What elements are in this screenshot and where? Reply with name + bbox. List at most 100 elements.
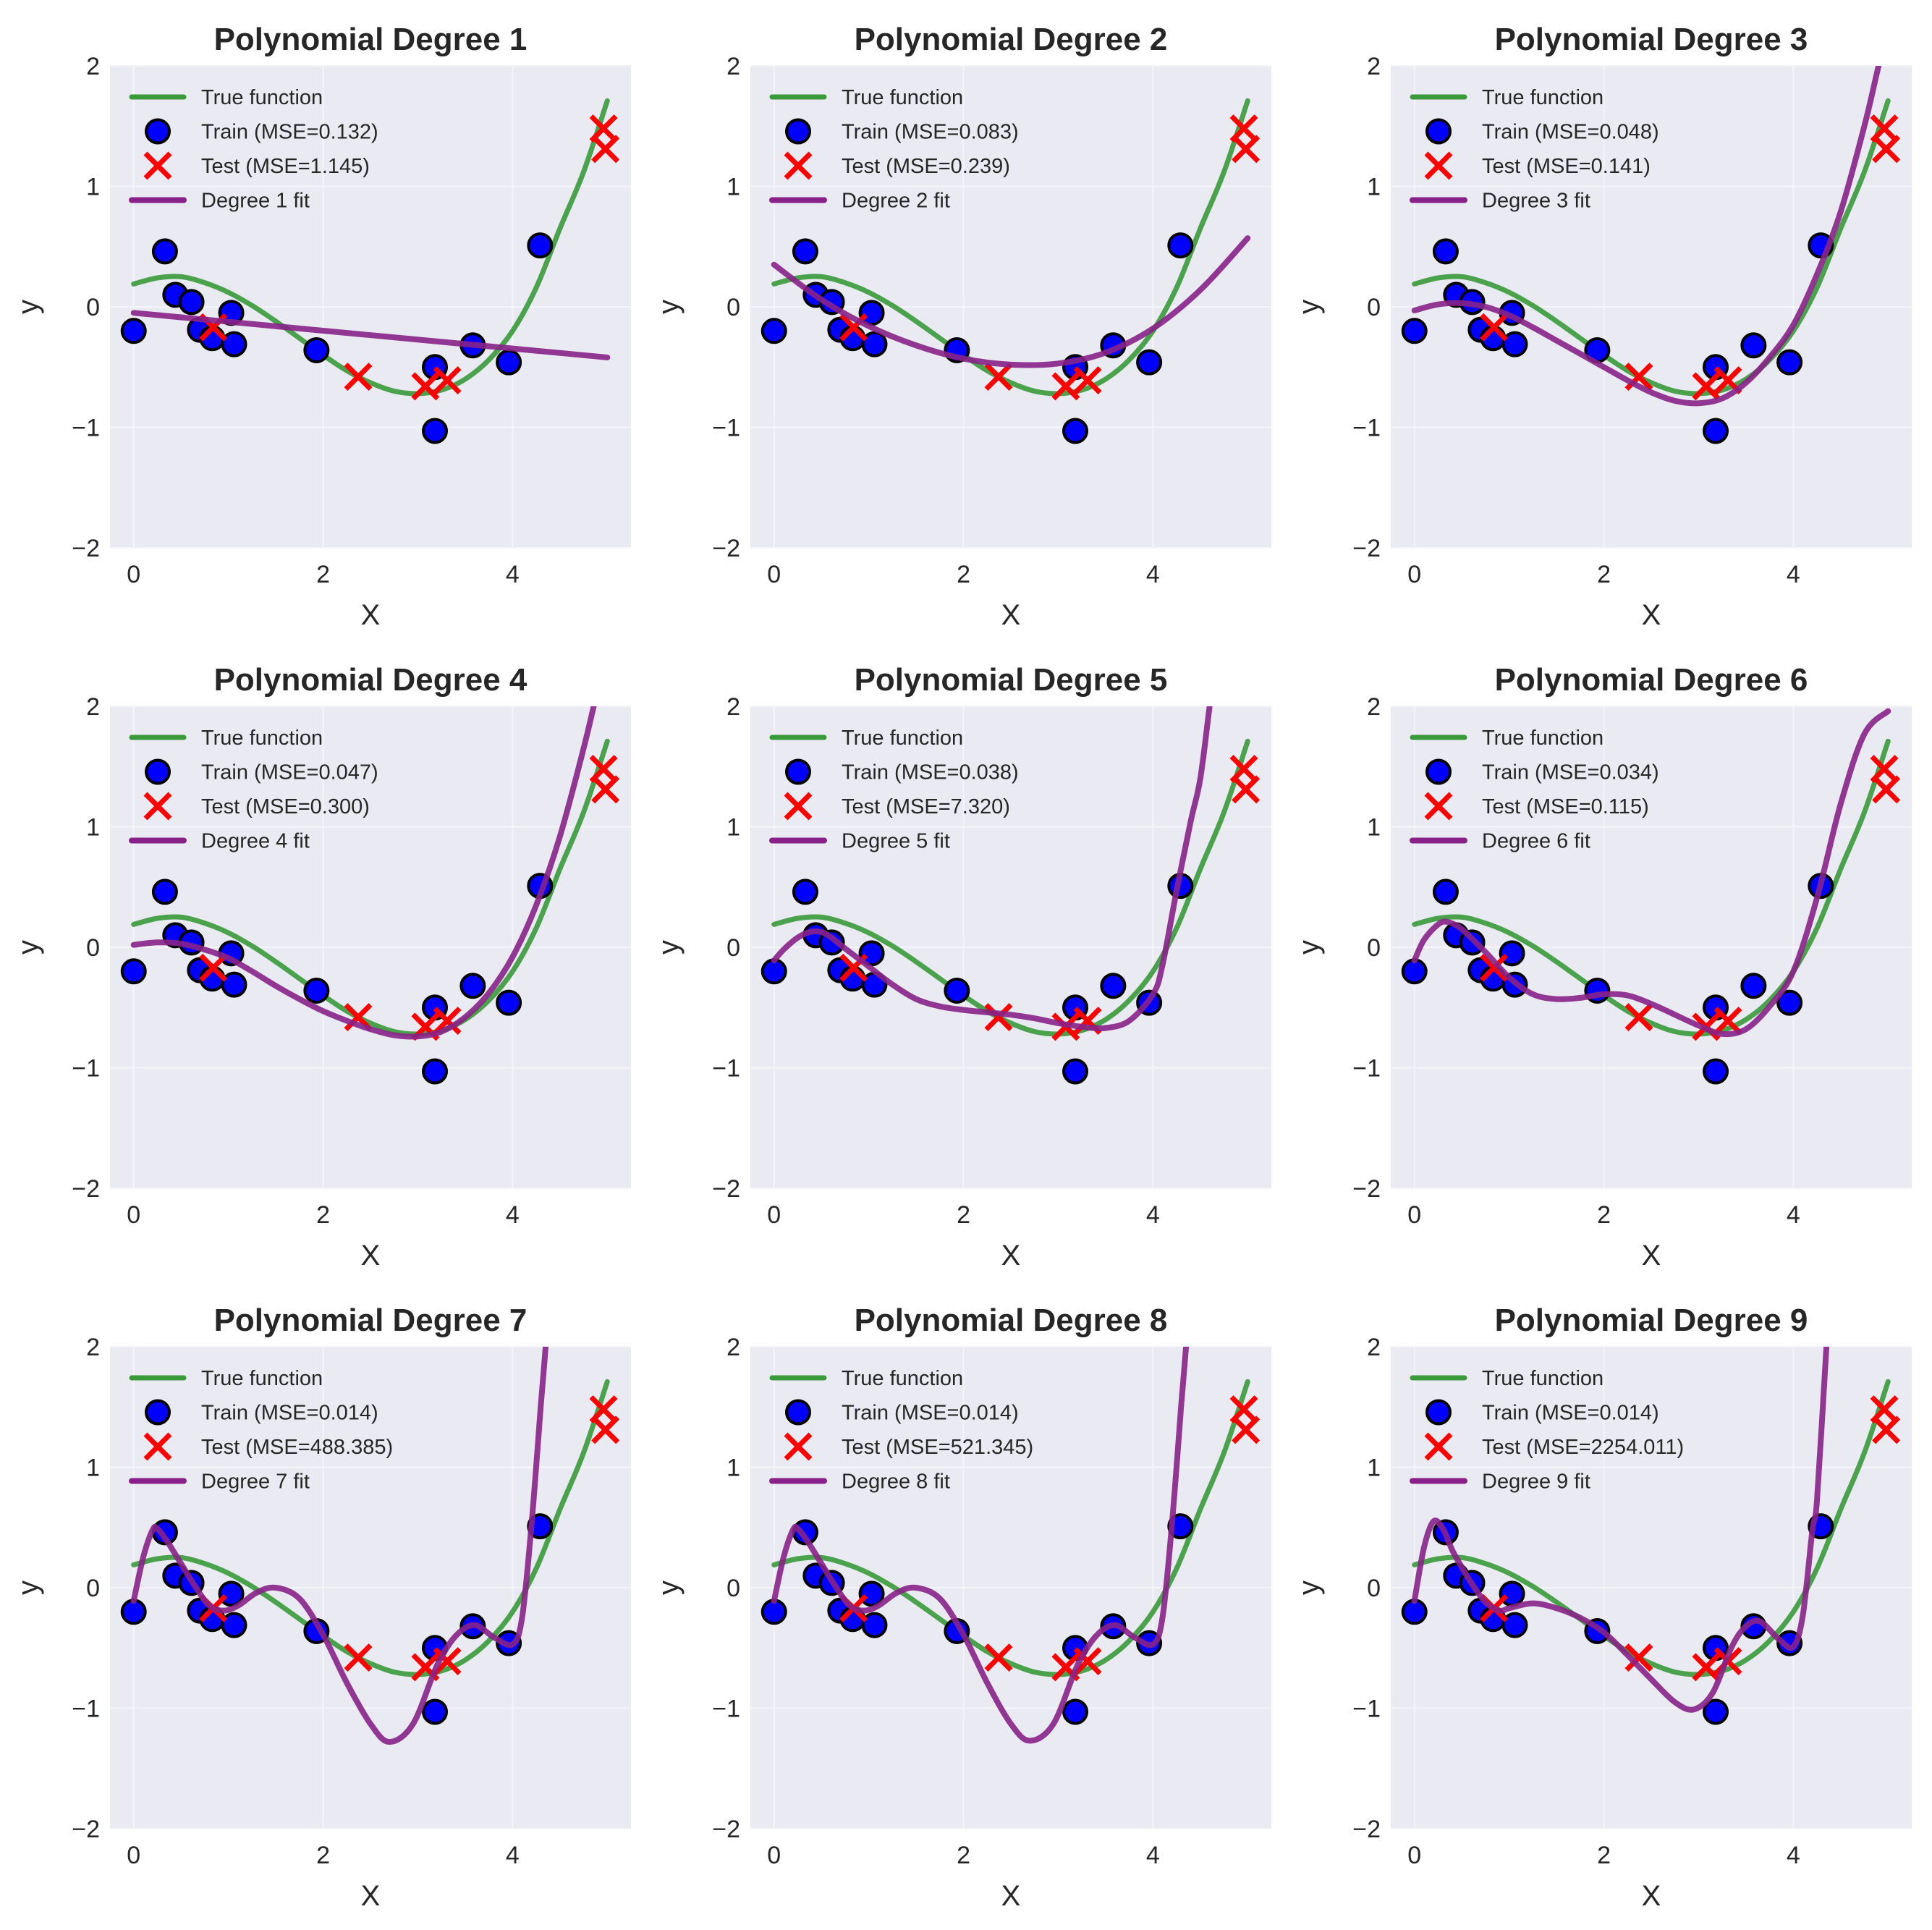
x-axis-label: X bbox=[1642, 599, 1661, 631]
train-point bbox=[1776, 349, 1803, 376]
y-tick-label: 1 bbox=[726, 174, 740, 201]
x-tick-label: 2 bbox=[1597, 1201, 1611, 1229]
legend-label-true-function: True function bbox=[842, 727, 963, 750]
legend-test-swatch-stroke-b bbox=[143, 792, 172, 821]
test-point bbox=[984, 1003, 1013, 1032]
plot-area bbox=[760, 98, 1261, 444]
test-point-stroke-b bbox=[1624, 1643, 1653, 1672]
panel-title: Polynomial Degree 5 bbox=[855, 662, 1168, 698]
legend-label-fit: Degree 4 fit bbox=[201, 830, 310, 853]
test-point-stroke-b bbox=[1051, 372, 1080, 401]
y-tick-label: 2 bbox=[1367, 1334, 1381, 1361]
legend-label-test: Test (MSE=0.141) bbox=[1482, 155, 1651, 178]
test-point bbox=[1624, 1003, 1653, 1032]
test-point bbox=[199, 953, 228, 982]
test-point bbox=[1692, 1653, 1721, 1682]
panel-title: Polynomial Degree 3 bbox=[1495, 22, 1808, 57]
test-point-stroke-b bbox=[1232, 1415, 1261, 1444]
test-point-stroke-b bbox=[1872, 1415, 1901, 1444]
x-tick-label: 0 bbox=[127, 1842, 140, 1869]
degree-5-fit-line bbox=[771, 706, 1213, 1032]
x-tick-label: 0 bbox=[767, 1201, 781, 1229]
true-function-line bbox=[1412, 1379, 1891, 1677]
train-point bbox=[151, 238, 178, 265]
test-point bbox=[433, 366, 462, 395]
test-point-stroke-b bbox=[1624, 1003, 1653, 1032]
x-tick-label: 4 bbox=[1146, 1842, 1160, 1869]
plot-area bbox=[1401, 708, 1901, 1085]
legend-train-swatch bbox=[145, 758, 171, 785]
legend-label-train: Train (MSE=0.014) bbox=[1482, 1402, 1659, 1425]
x-tick-label: 2 bbox=[316, 1201, 330, 1229]
legend-label-train: Train (MSE=0.014) bbox=[842, 1402, 1019, 1425]
x-axis-label: X bbox=[361, 599, 381, 631]
y-tick-label: −2 bbox=[72, 1175, 100, 1203]
degree-9-fit-line bbox=[1411, 1347, 1830, 1713]
test-point bbox=[1480, 313, 1509, 342]
true-function-line bbox=[771, 738, 1250, 1037]
y-tick-label: −2 bbox=[1352, 1816, 1381, 1843]
test-point-stroke-b bbox=[344, 1003, 373, 1032]
test-point-stroke-b bbox=[984, 1003, 1013, 1032]
y-tick-label: −1 bbox=[712, 1696, 740, 1723]
test-point-stroke-b bbox=[1872, 775, 1901, 804]
x-tick-label: 0 bbox=[1407, 1842, 1421, 1869]
y-tick-label: 0 bbox=[86, 1575, 100, 1602]
legend-train-swatch bbox=[785, 1399, 811, 1426]
x-tick-label: 4 bbox=[1787, 1201, 1800, 1229]
x-axis-label: X bbox=[1642, 1240, 1661, 1271]
legend-label-fit: Degree 7 fit bbox=[201, 1470, 310, 1494]
train-point bbox=[422, 1058, 449, 1085]
train-point bbox=[221, 971, 247, 998]
test-point-stroke-b bbox=[411, 372, 440, 401]
train-point bbox=[1501, 1612, 1528, 1638]
legend: True function Train (MSE=0.014) Test (MSE=… bbox=[1410, 1367, 1684, 1494]
legend-label-train: Train (MSE=0.014) bbox=[201, 1402, 378, 1425]
legend-train-swatch bbox=[1425, 758, 1452, 785]
test-point bbox=[1232, 775, 1261, 804]
subplot-degree-5: Polynomial Degree 5 0 2 4 2 1 0 −1 −2 Xy True func… bbox=[653, 662, 1271, 1271]
legend-test-swatch bbox=[1424, 151, 1453, 180]
test-point-stroke-b bbox=[1073, 366, 1102, 395]
legend-test-swatch-stroke-b bbox=[784, 151, 813, 180]
y-tick-label: −1 bbox=[1352, 1696, 1381, 1723]
test-point bbox=[1073, 366, 1102, 395]
x-tick-label: 0 bbox=[767, 1842, 781, 1869]
true-function-line bbox=[131, 1379, 610, 1677]
legend-train-swatch bbox=[1425, 118, 1452, 145]
test-point bbox=[1692, 372, 1721, 401]
y-tick-label: 2 bbox=[1367, 693, 1381, 721]
y-tick-label: −1 bbox=[72, 415, 100, 442]
legend-label-fit: Degree 9 fit bbox=[1482, 1470, 1590, 1494]
test-point-stroke-b bbox=[1692, 1653, 1721, 1682]
train-point bbox=[1703, 1058, 1729, 1085]
y-tick-label: 0 bbox=[1367, 1575, 1381, 1602]
subplot-degree-6: Polynomial Degree 6 0 2 4 2 1 0 −1 −2 Xy True func… bbox=[1293, 662, 1912, 1271]
legend-label-true-function: True function bbox=[842, 1367, 963, 1390]
train-point bbox=[303, 977, 330, 1004]
legend: True function Train (MSE=0.038) Test (MSE=… bbox=[769, 727, 1019, 853]
legend-label-test: Test (MSE=521.345) bbox=[842, 1436, 1033, 1459]
x-tick-label: 0 bbox=[127, 1201, 140, 1229]
y-tick-label: 1 bbox=[1367, 814, 1381, 842]
x-axis-label: X bbox=[1001, 599, 1021, 631]
test-point-stroke-b bbox=[1713, 366, 1742, 395]
test-point-stroke-b bbox=[1051, 1653, 1080, 1682]
train-point bbox=[527, 232, 554, 259]
plot-area bbox=[760, 706, 1261, 1085]
legend-label-test: Test (MSE=488.385) bbox=[201, 1436, 393, 1459]
test-point-stroke-b bbox=[984, 1643, 1013, 1672]
plot-area bbox=[120, 98, 620, 444]
legend-label-test: Test (MSE=7.320) bbox=[842, 795, 1010, 818]
legend-test-swatch bbox=[143, 151, 172, 180]
panel-title: Polynomial Degree 8 bbox=[855, 1303, 1168, 1338]
panel-title: Polynomial Degree 7 bbox=[214, 1303, 528, 1338]
y-tick-label: 0 bbox=[1367, 934, 1381, 962]
y-tick-label: −1 bbox=[1352, 1055, 1381, 1083]
y-tick-label: −2 bbox=[712, 1175, 740, 1203]
x-tick-label: 4 bbox=[1787, 561, 1800, 588]
y-axis-label: y bbox=[653, 300, 685, 314]
train-point bbox=[1432, 238, 1459, 265]
subplot-degree-3: Polynomial Degree 3 0 2 4 2 1 0 −1 −2 Xy True func… bbox=[1293, 22, 1912, 631]
